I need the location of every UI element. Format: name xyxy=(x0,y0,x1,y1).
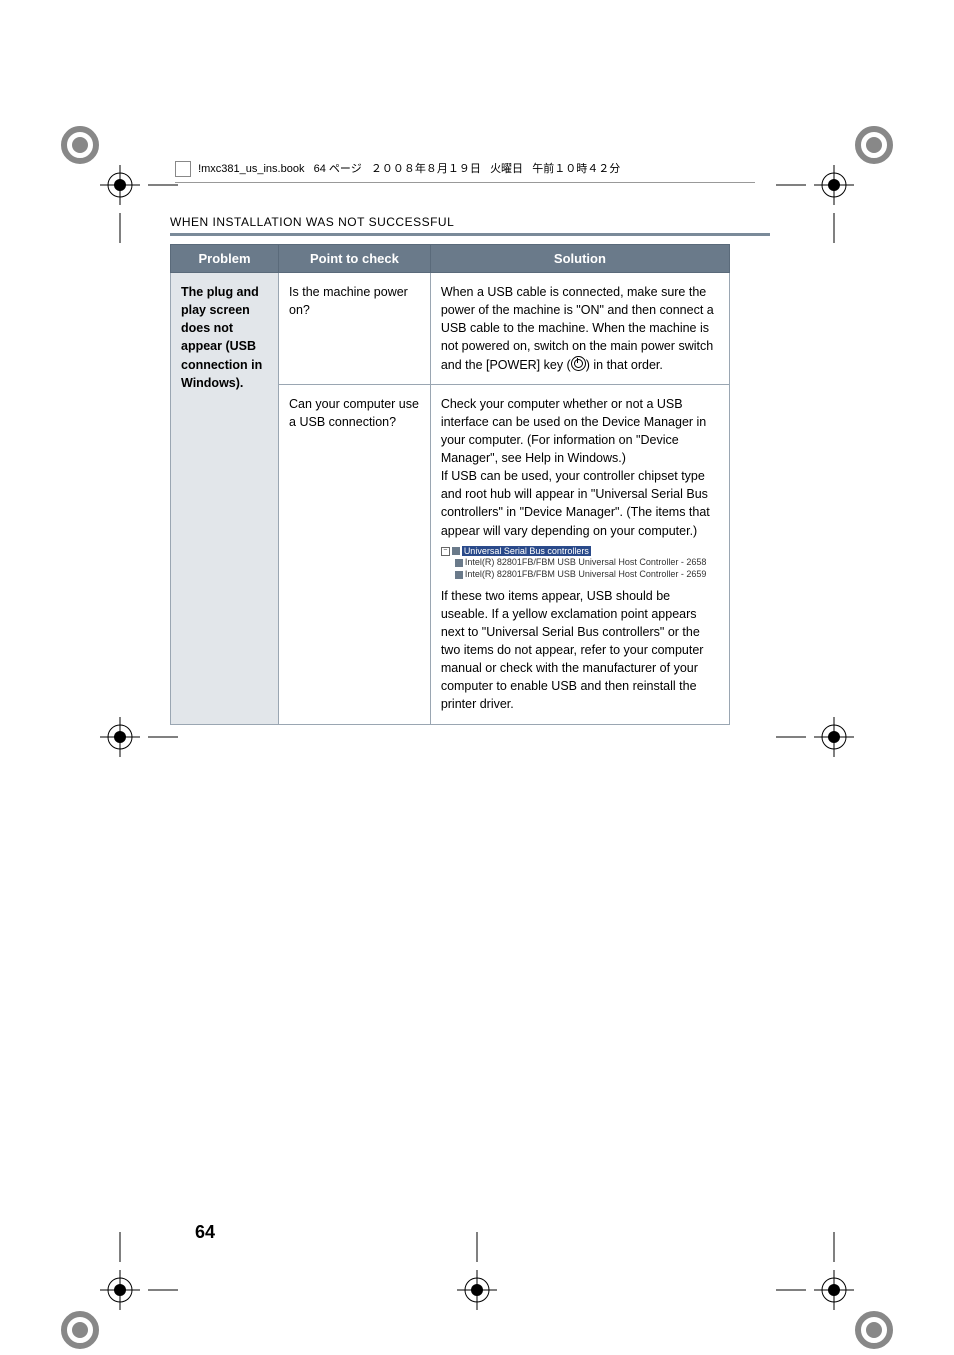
usb-icon xyxy=(455,571,463,579)
solution-1-tail: ) in that order. xyxy=(586,358,663,372)
crop-mark-bot-left xyxy=(60,1230,180,1350)
cell-solution-1: When a USB cable is connected, make sure… xyxy=(430,273,729,385)
solution-2-after: If these two items appear, USB should be… xyxy=(441,587,719,714)
table-header-row: Problem Point to check Solution xyxy=(171,245,730,273)
th-check: Point to check xyxy=(279,245,431,273)
crop-mark-top-right xyxy=(774,125,894,245)
section-title-rule xyxy=(170,233,770,236)
crop-mark-bot-center xyxy=(417,1230,537,1350)
usb-icon xyxy=(455,559,463,567)
cell-check-2: Can your computer use a USB connection? xyxy=(279,384,431,724)
crop-mark-mid-right xyxy=(774,677,894,797)
usb-icon xyxy=(452,547,460,555)
crop-mark-mid-left xyxy=(60,677,180,797)
crop-mark-bot-right xyxy=(774,1230,894,1350)
dm-child-2: Intel(R) 82801FB/FBM USB Universal Host … xyxy=(465,569,707,579)
cell-solution-2: Check your computer whether or not a USB… xyxy=(430,384,729,724)
device-manager-tree: −Universal Serial Bus controllers Intel(… xyxy=(441,546,719,581)
cell-problem: The plug and play screen does not appear… xyxy=(171,273,279,725)
crop-mark-top-left xyxy=(60,125,180,245)
dm-root-label: Universal Serial Bus controllers xyxy=(462,546,591,556)
page-content: WHEN INSTALLATION WAS NOT SUCCESSFUL Pro… xyxy=(170,155,770,725)
troubleshoot-table: Problem Point to check Solution The plug… xyxy=(170,244,730,725)
power-key-icon xyxy=(571,356,586,371)
table-row: The plug and play screen does not appear… xyxy=(171,273,730,385)
th-problem: Problem xyxy=(171,245,279,273)
solution-2-before: Check your computer whether or not a USB… xyxy=(441,395,719,540)
cell-check-1: Is the machine power on? xyxy=(279,273,431,385)
section-title: WHEN INSTALLATION WAS NOT SUCCESSFUL xyxy=(170,215,770,229)
th-solution: Solution xyxy=(430,245,729,273)
page-number: 64 xyxy=(195,1222,215,1243)
dm-child-1: Intel(R) 82801FB/FBM USB Universal Host … xyxy=(465,557,707,567)
